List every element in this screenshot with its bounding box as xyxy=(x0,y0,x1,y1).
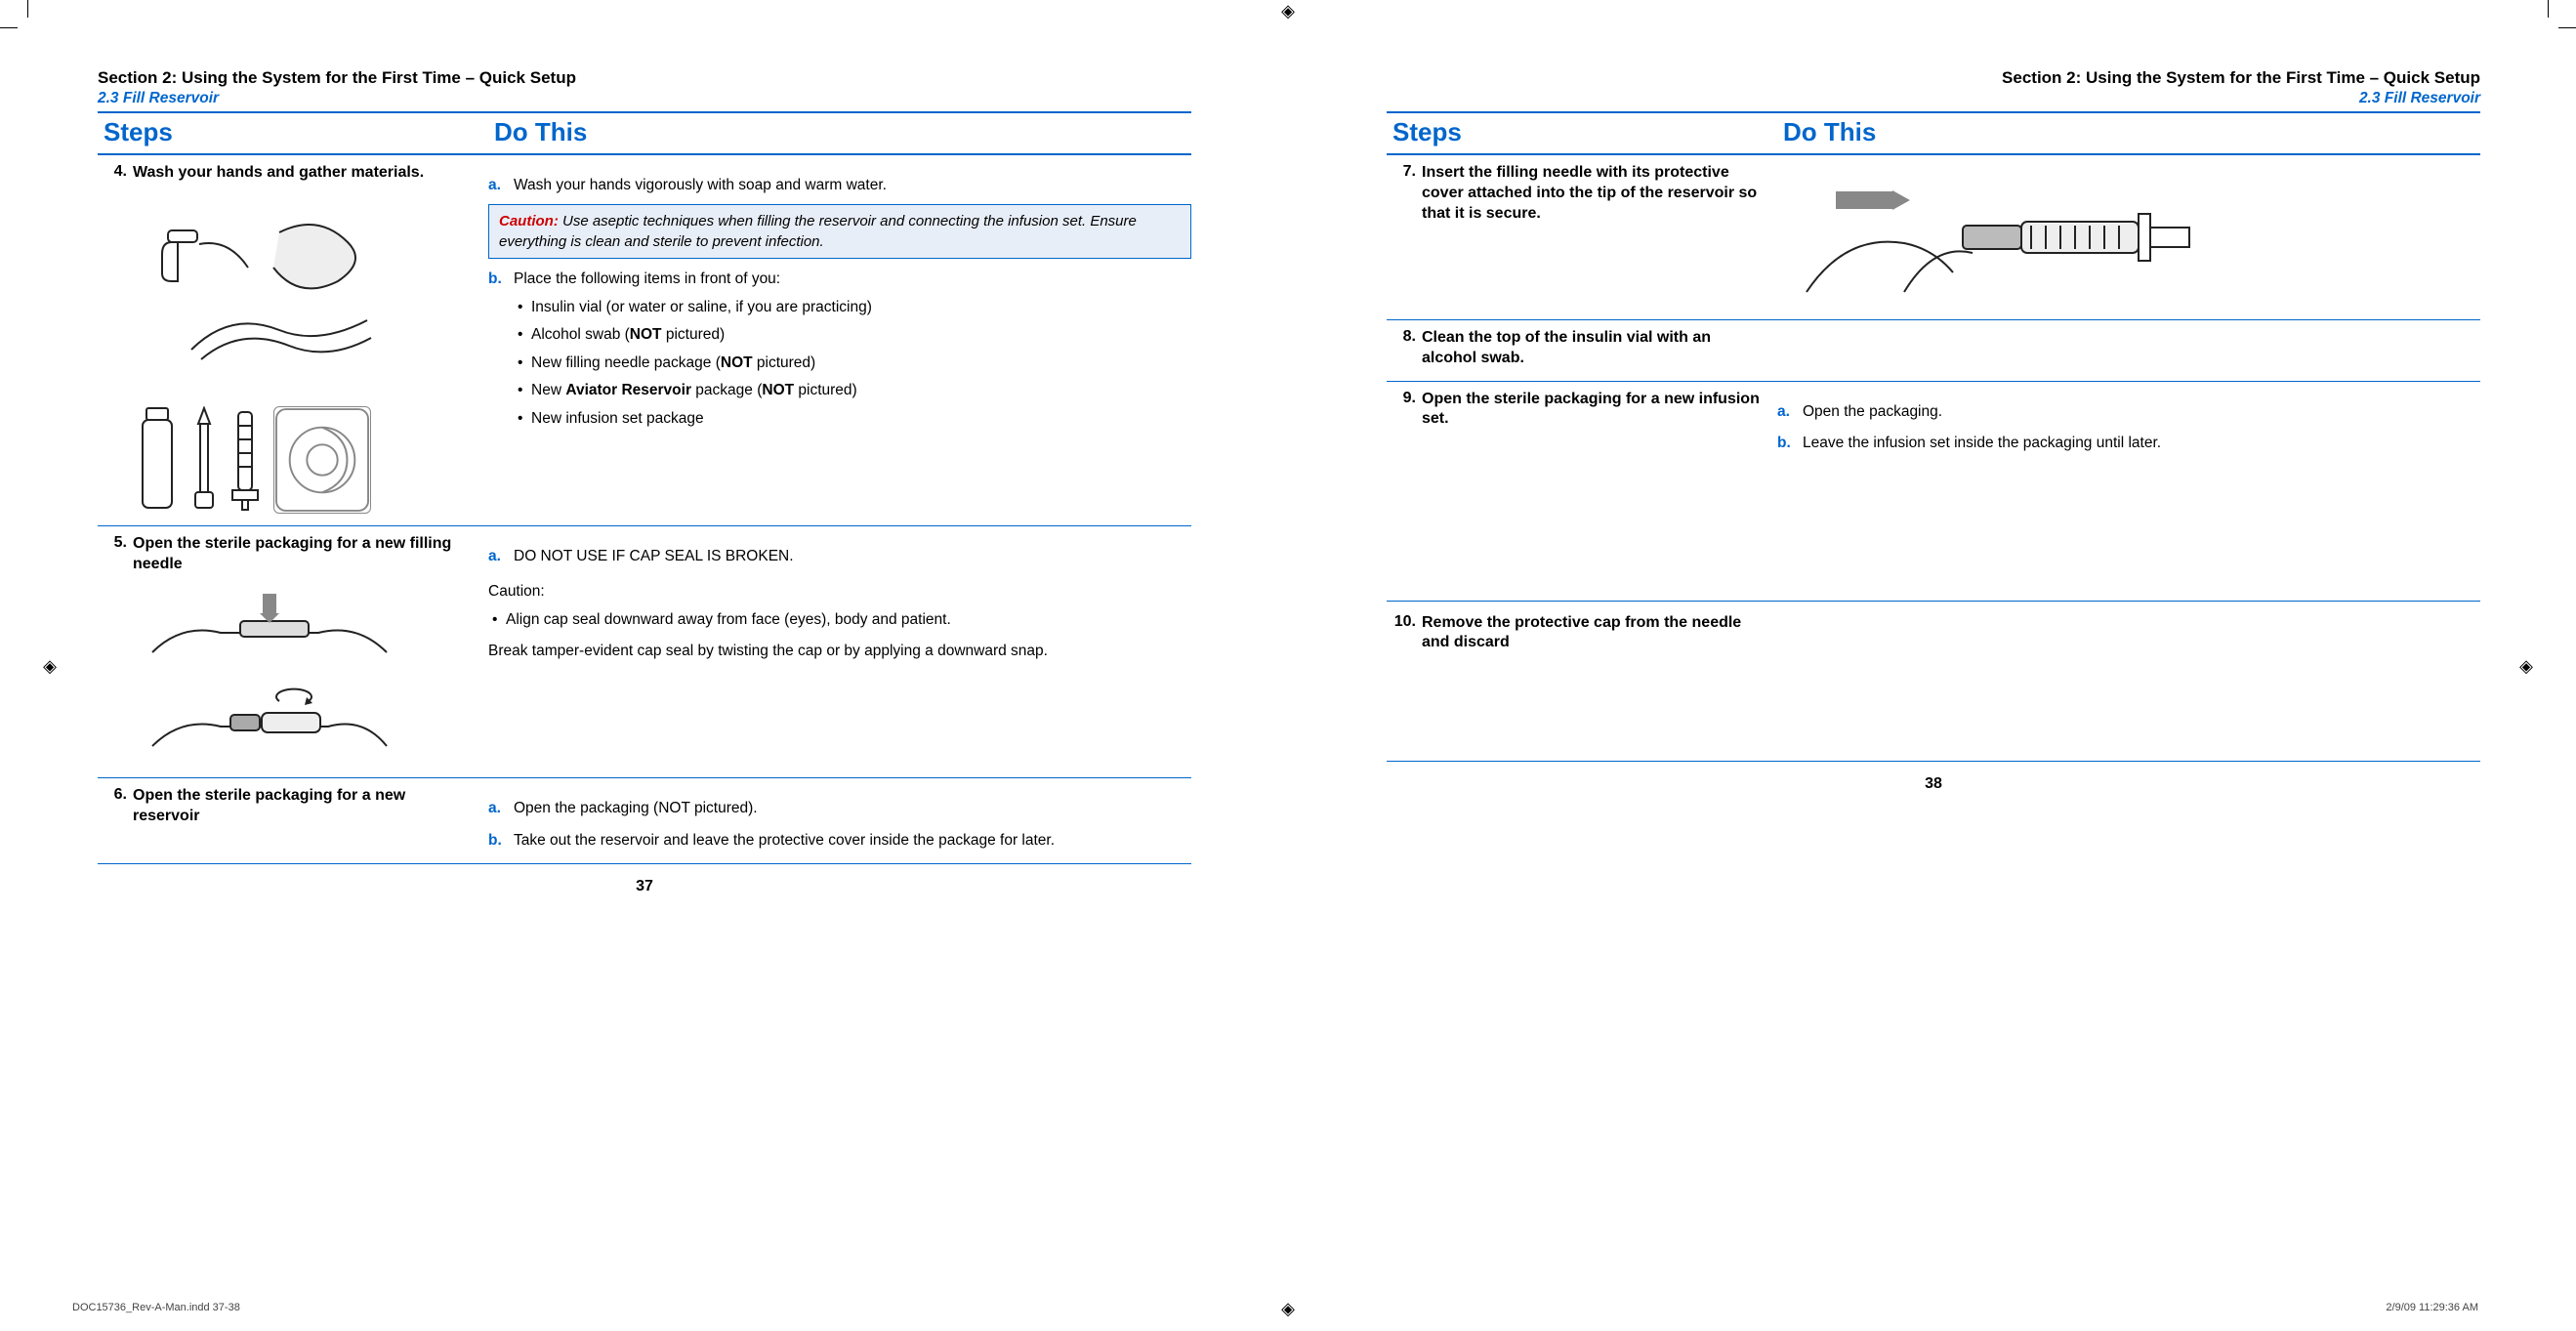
step4-row: 4. Wash your hands and gather materials. xyxy=(98,155,1191,526)
step7-row: 7. Insert the filling needle with its pr… xyxy=(1387,155,2480,320)
s6-a-letter: a. xyxy=(488,798,514,819)
s9-a-letter: a. xyxy=(1777,401,1803,423)
dothis-heading: Do This xyxy=(488,115,1191,153)
hand-wash-icon xyxy=(133,193,406,389)
section-header-left: Section 2: Using the System for the Firs… xyxy=(98,68,1191,88)
subsection-left: 2.3 Fill Reservoir xyxy=(98,90,1191,107)
step5-title: Open the sterile packaging for a new fil… xyxy=(133,534,477,575)
vial-icon xyxy=(133,406,182,514)
step4-title: Wash your hands and gather materials. xyxy=(133,163,477,184)
s4-b-letter: b. xyxy=(488,269,514,430)
reg-right: ◈ xyxy=(2515,655,2537,677)
step10-title: Remove the protective cap from the needl… xyxy=(1422,613,1766,654)
step5-row: 5. Open the sterile packaging for a new … xyxy=(98,526,1191,779)
s4-caution-text: Use aseptic techniques when filling the … xyxy=(499,213,1137,250)
page-num-right: 38 xyxy=(1387,775,2480,793)
step10-num: 10. xyxy=(1387,613,1422,631)
page-left: Section 2: Using the System for the Firs… xyxy=(98,68,1191,895)
s6-b: Take out the reservoir and leave the pro… xyxy=(514,830,1191,852)
syringe-icon xyxy=(227,406,264,514)
step10-row: 10. Remove the protective cap from the n… xyxy=(1387,605,2480,762)
s4-bul2: Alcohol swab (NOT pictured) xyxy=(514,324,1191,346)
needle-open-icon xyxy=(133,584,406,672)
page-right: Section 2: Using the System for the Firs… xyxy=(1387,68,2480,895)
step4-num: 4. xyxy=(98,163,133,181)
col-head-left: Steps Do This xyxy=(98,115,1191,155)
step7-num: 7. xyxy=(1387,163,1422,181)
step9-row: 9. Open the sterile packaging for a new … xyxy=(1387,382,2480,597)
s9-a: Open the packaging. xyxy=(1803,401,2480,423)
dothis-heading-r: Do This xyxy=(1777,115,2480,153)
page-num-left: 37 xyxy=(98,878,1191,895)
s4-a-letter: a. xyxy=(488,175,514,196)
needle-icon xyxy=(191,406,217,514)
reg-left: ◈ xyxy=(39,655,61,677)
step5-num: 5. xyxy=(98,534,133,552)
s4-a: Wash your hands vigorously with soap and… xyxy=(514,175,1191,196)
col-head-right: Steps Do This xyxy=(1387,115,2480,155)
s4-bul1: Insulin vial (or water or saline, if you… xyxy=(514,297,1191,318)
s5-trail: Break tamper-evident cap seal by twistin… xyxy=(488,641,1191,662)
step6-title: Open the sterile packaging for a new res… xyxy=(133,786,477,827)
s5-a: DO NOT USE IF CAP SEAL IS BROKEN. xyxy=(514,546,1191,567)
s4-bul3: New filling needle package (NOT pictured… xyxy=(514,353,1191,374)
s9-b: Leave the infusion set inside the packag… xyxy=(1803,433,2480,454)
doc-ref: DOC15736_Rev-A-Man.indd 37-38 xyxy=(72,1302,240,1313)
step8-num: 8. xyxy=(1387,328,1422,346)
print-stamp: 2/9/09 11:29:36 AM xyxy=(2386,1302,2478,1313)
section-header-right: Section 2: Using the System for the Firs… xyxy=(1387,68,2480,88)
s6-b-letter: b. xyxy=(488,830,514,852)
s9-b-letter: b. xyxy=(1777,433,1803,454)
step8-title: Clean the top of the insulin vial with a… xyxy=(1422,328,1766,369)
s4-caution: Caution: Use aseptic techniques when fil… xyxy=(488,204,1191,259)
infusion-set-icon xyxy=(273,406,371,514)
steps-heading: Steps xyxy=(98,115,488,153)
needle-twist-icon xyxy=(133,678,406,766)
step6-num: 6. xyxy=(98,786,133,804)
s4-b-intro: Place the following items in front of yo… xyxy=(514,270,780,287)
step8-row: 8. Clean the top of the insulin vial wit… xyxy=(1387,320,2480,382)
step6-row: 6. Open the sterile packaging for a new … xyxy=(98,778,1191,864)
s5-bullet: Align cap seal downward away from face (… xyxy=(488,609,1191,631)
insert-needle-icon xyxy=(1777,165,2207,302)
steps-heading-r: Steps xyxy=(1387,115,1777,153)
reg-top: ◈ xyxy=(1277,0,1299,21)
s5-caution-plain: Caution: xyxy=(488,581,1191,603)
step9-num: 9. xyxy=(1387,390,1422,407)
reg-btm: ◈ xyxy=(1277,1298,1299,1319)
s5-a-letter: a. xyxy=(488,546,514,567)
s6-a: Open the packaging (NOT pictured). xyxy=(514,798,1191,819)
caution-label: Caution: xyxy=(499,213,559,229)
step7-title: Insert the filling needle with its prote… xyxy=(1422,163,1766,224)
subsection-right: 2.3 Fill Reservoir xyxy=(1387,90,2480,107)
s4-bul5: New infusion set package xyxy=(514,408,1191,430)
step9-title: Open the sterile packaging for a new inf… xyxy=(1422,390,1766,431)
s4-bul4: New Aviator Reservoir package (NOT pictu… xyxy=(514,380,1191,401)
